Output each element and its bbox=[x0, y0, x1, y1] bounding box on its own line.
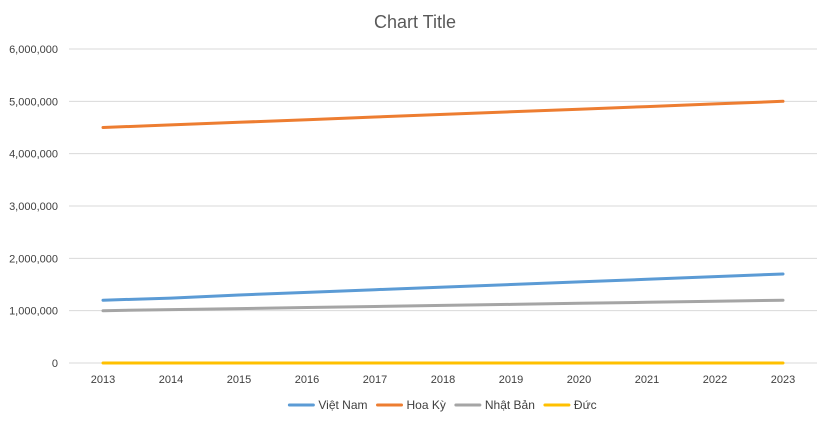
x-tick-label: 2013 bbox=[91, 374, 115, 386]
x-tick-label: 2019 bbox=[499, 374, 523, 386]
series-lines bbox=[101, 99, 785, 365]
legend-label: Hoa Kỳ bbox=[407, 398, 446, 412]
x-axis: 2013 2014 2015 2016 2017 2018 2019 2020 2021 2022… bbox=[91, 374, 795, 386]
legend-label: Đức bbox=[574, 398, 597, 412]
y-tick-label: 6,000,000 bbox=[9, 44, 58, 56]
x-tick-label: 2023 bbox=[771, 374, 795, 386]
y-tick-label: 5,000,000 bbox=[9, 96, 58, 108]
y-tick-label: 2,000,000 bbox=[9, 253, 58, 265]
x-tick-label: 2018 bbox=[431, 374, 455, 386]
y-tick-label: 0 bbox=[52, 358, 58, 370]
legend-label: Nhật Bản bbox=[485, 398, 535, 412]
series-line-2 bbox=[101, 298, 785, 313]
x-tick-label: 2022 bbox=[703, 374, 727, 386]
x-tick-label: 2017 bbox=[363, 374, 387, 386]
legend-item: Nhật Bản bbox=[454, 398, 535, 412]
x-tick-label: 2015 bbox=[227, 374, 251, 386]
legend: Việt Nam Hoa Kỳ Nhật Bản Đức bbox=[287, 398, 597, 412]
legend-item: Việt Nam bbox=[287, 398, 368, 412]
series-line-1 bbox=[101, 99, 785, 129]
y-tick-label: 4,000,000 bbox=[9, 149, 58, 161]
legend-item: Đức bbox=[543, 398, 597, 412]
legend-item: Hoa Kỳ bbox=[376, 398, 446, 412]
x-tick-label: 2014 bbox=[159, 374, 183, 386]
x-tick-label: 2020 bbox=[567, 374, 591, 386]
y-tick-label: 3,000,000 bbox=[9, 201, 58, 213]
gridlines bbox=[69, 48, 817, 364]
y-tick-label: 1,000,000 bbox=[9, 306, 58, 318]
legend-label: Việt Nam bbox=[318, 398, 367, 412]
x-tick-label: 2016 bbox=[295, 374, 319, 386]
x-tick-label: 2021 bbox=[635, 374, 659, 386]
series-line-0 bbox=[101, 272, 785, 302]
chart-title: Chart Title bbox=[374, 12, 456, 32]
y-axis: 0 1,000,000 2,000,000 3,000,000 4,000,000 5,0… bbox=[9, 44, 58, 370]
